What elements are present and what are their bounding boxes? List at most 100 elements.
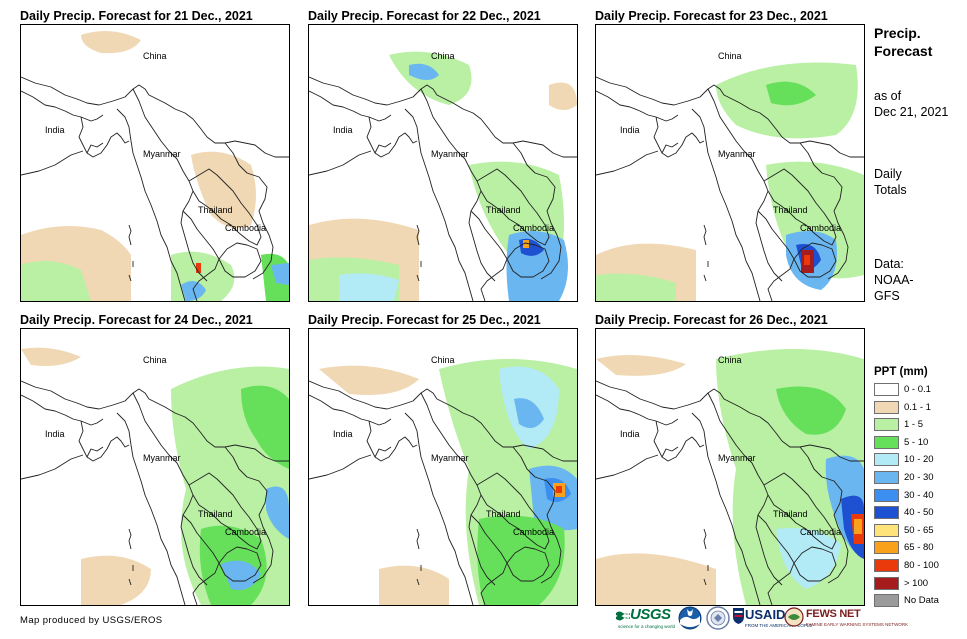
legend-swatch bbox=[874, 400, 899, 414]
usaid-text: USAID bbox=[745, 607, 786, 622]
usgs-wave-icon bbox=[616, 611, 630, 621]
label-china: China bbox=[718, 355, 742, 365]
precip-map bbox=[21, 347, 289, 605]
usgs-text: USGS bbox=[630, 606, 671, 623]
forecast-map-dec25: Daily Precip. Forecast for 25 Dec., 2021… bbox=[308, 310, 578, 606]
legend-item: 10 - 20 bbox=[874, 451, 964, 469]
logo-strip: USGS science for a changing world USAID … bbox=[616, 606, 908, 634]
legend-swatch bbox=[874, 506, 899, 520]
fews-globe-icon bbox=[784, 607, 804, 627]
legend-swatch bbox=[874, 418, 899, 432]
noaa-logo-icon bbox=[678, 606, 702, 630]
legend-item: 65 - 80 bbox=[874, 539, 964, 557]
legend-label: No Data bbox=[904, 595, 939, 607]
legend-item: 30 - 40 bbox=[874, 487, 964, 505]
usgs-logo: USGS science for a changing world bbox=[616, 606, 676, 632]
legend-item: 1 - 5 bbox=[874, 416, 964, 434]
sidebar-title-line2: Forecast bbox=[874, 43, 933, 59]
label-china: China bbox=[143, 355, 167, 365]
map-title: Daily Precip. Forecast for 25 Dec., 2021 bbox=[308, 313, 541, 327]
fews-text: FEWS NET bbox=[806, 608, 861, 620]
map-frame: China India Myanmar Thailand Cambodia bbox=[595, 328, 865, 606]
fews-net-logo: FEWS NET FAMINE EARLY WARNING SYSTEMS NE… bbox=[784, 606, 908, 632]
label-myanmar: Myanmar bbox=[143, 453, 181, 463]
forecast-map-dec22: Daily Precip. Forecast for 22 Dec., 2021… bbox=[308, 6, 578, 302]
asof-label: as of bbox=[874, 89, 902, 103]
data-line2: NOAA- bbox=[874, 273, 914, 287]
label-thailand: Thailand bbox=[486, 509, 521, 519]
legend-swatch bbox=[874, 523, 899, 537]
precip-map bbox=[596, 62, 864, 301]
precip-map bbox=[596, 349, 864, 605]
data-line1: Data: bbox=[874, 257, 904, 271]
legend-swatch bbox=[874, 453, 899, 467]
label-cambodia: Cambodia bbox=[225, 527, 267, 537]
label-myanmar: Myanmar bbox=[718, 453, 756, 463]
legend-swatch bbox=[874, 594, 899, 608]
precip-map bbox=[21, 31, 289, 301]
legend-item: 50 - 65 bbox=[874, 522, 964, 540]
label-thailand: Thailand bbox=[773, 205, 808, 215]
label-india: India bbox=[333, 429, 353, 439]
label-cambodia: Cambodia bbox=[513, 223, 555, 233]
forecast-map-dec26: Daily Precip. Forecast for 26 Dec., 2021… bbox=[595, 310, 865, 606]
legend-rows: 0 - 0.1 0.1 - 1 1 - 5 5 - 10 10 - 20 20 - 30 3… bbox=[874, 381, 964, 610]
map-title: Daily Precip. Forecast for 24 Dec., 2021 bbox=[20, 313, 253, 327]
sidebar-daily: Daily Totals bbox=[874, 166, 954, 198]
label-india: India bbox=[45, 429, 65, 439]
legend-label: 1 - 5 bbox=[904, 419, 924, 431]
forecast-map-dec21: Daily Precip. Forecast for 21 Dec., 2021… bbox=[20, 6, 290, 302]
legend: PPT (mm) 0 - 0.1 0.1 - 1 1 - 5 5 - 10 10 - 2… bbox=[874, 364, 964, 610]
map-title: Daily Precip. Forecast for 26 Dec., 2021 bbox=[595, 313, 828, 327]
label-cambodia: Cambodia bbox=[800, 223, 842, 233]
label-india: India bbox=[620, 429, 640, 439]
legend-item: 0 - 0.1 bbox=[874, 381, 964, 399]
legend-title: PPT (mm) bbox=[874, 366, 928, 378]
legend-label: 80 - 100 bbox=[904, 559, 939, 571]
legend-label: > 100 bbox=[904, 577, 929, 589]
legend-label: 40 - 50 bbox=[904, 507, 934, 519]
map-title: Daily Precip. Forecast for 23 Dec., 2021 bbox=[595, 9, 828, 23]
legend-label: 65 - 80 bbox=[904, 542, 934, 554]
legend-item: 40 - 50 bbox=[874, 504, 964, 522]
legend-label: 20 - 30 bbox=[904, 471, 934, 483]
sidebar-title: Precip. Forecast bbox=[874, 24, 954, 60]
label-india: India bbox=[620, 125, 640, 135]
doc-seal-icon bbox=[706, 606, 730, 630]
sidebar-data-source: Data: NOAA- GFS bbox=[874, 256, 954, 304]
label-myanmar: Myanmar bbox=[431, 453, 469, 463]
precip-map bbox=[309, 359, 577, 605]
forecast-map-dec23: Daily Precip. Forecast for 23 Dec., 2021… bbox=[595, 6, 865, 302]
map-frame: China India Myanmar Thailand Cambodia bbox=[20, 24, 290, 302]
label-cambodia: Cambodia bbox=[513, 527, 555, 537]
label-myanmar: Myanmar bbox=[143, 149, 181, 159]
sidebar-title-line1: Precip. bbox=[874, 25, 921, 41]
label-cambodia: Cambodia bbox=[225, 223, 267, 233]
data-line3: GFS bbox=[874, 289, 900, 303]
legend-item: 80 - 100 bbox=[874, 557, 964, 575]
label-thailand: Thailand bbox=[773, 509, 808, 519]
legend-label: 5 - 10 bbox=[904, 436, 929, 448]
legend-label: 10 - 20 bbox=[904, 454, 934, 466]
legend-item: > 100 bbox=[874, 575, 964, 593]
legend-swatch bbox=[874, 435, 899, 449]
sidebar-asof: as of Dec 21, 2021 bbox=[874, 88, 964, 120]
legend-label: 30 - 40 bbox=[904, 489, 934, 501]
daily-line1: Daily bbox=[874, 167, 902, 181]
legend-swatch bbox=[874, 470, 899, 484]
map-frame: China India Myanmar Thailand Cambodia bbox=[308, 328, 578, 606]
usaid-logo: USAID FROM THE AMERICAN PEOPLE bbox=[733, 606, 812, 632]
usaid-tagline: FROM THE AMERICAN PEOPLE bbox=[745, 623, 813, 628]
legend-swatch bbox=[874, 541, 899, 555]
label-india: India bbox=[333, 125, 353, 135]
credit-text: Map produced by USGS/EROS bbox=[20, 615, 163, 626]
label-myanmar: Myanmar bbox=[431, 149, 469, 159]
label-thailand: Thailand bbox=[198, 509, 233, 519]
label-india: India bbox=[45, 125, 65, 135]
legend-swatch bbox=[874, 488, 899, 502]
label-thailand: Thailand bbox=[198, 205, 233, 215]
legend-item: No Data bbox=[874, 592, 964, 610]
label-china: China bbox=[431, 51, 455, 61]
forecast-map-dec24: Daily Precip. Forecast for 24 Dec., 2021… bbox=[20, 310, 290, 606]
legend-swatch bbox=[874, 383, 899, 396]
